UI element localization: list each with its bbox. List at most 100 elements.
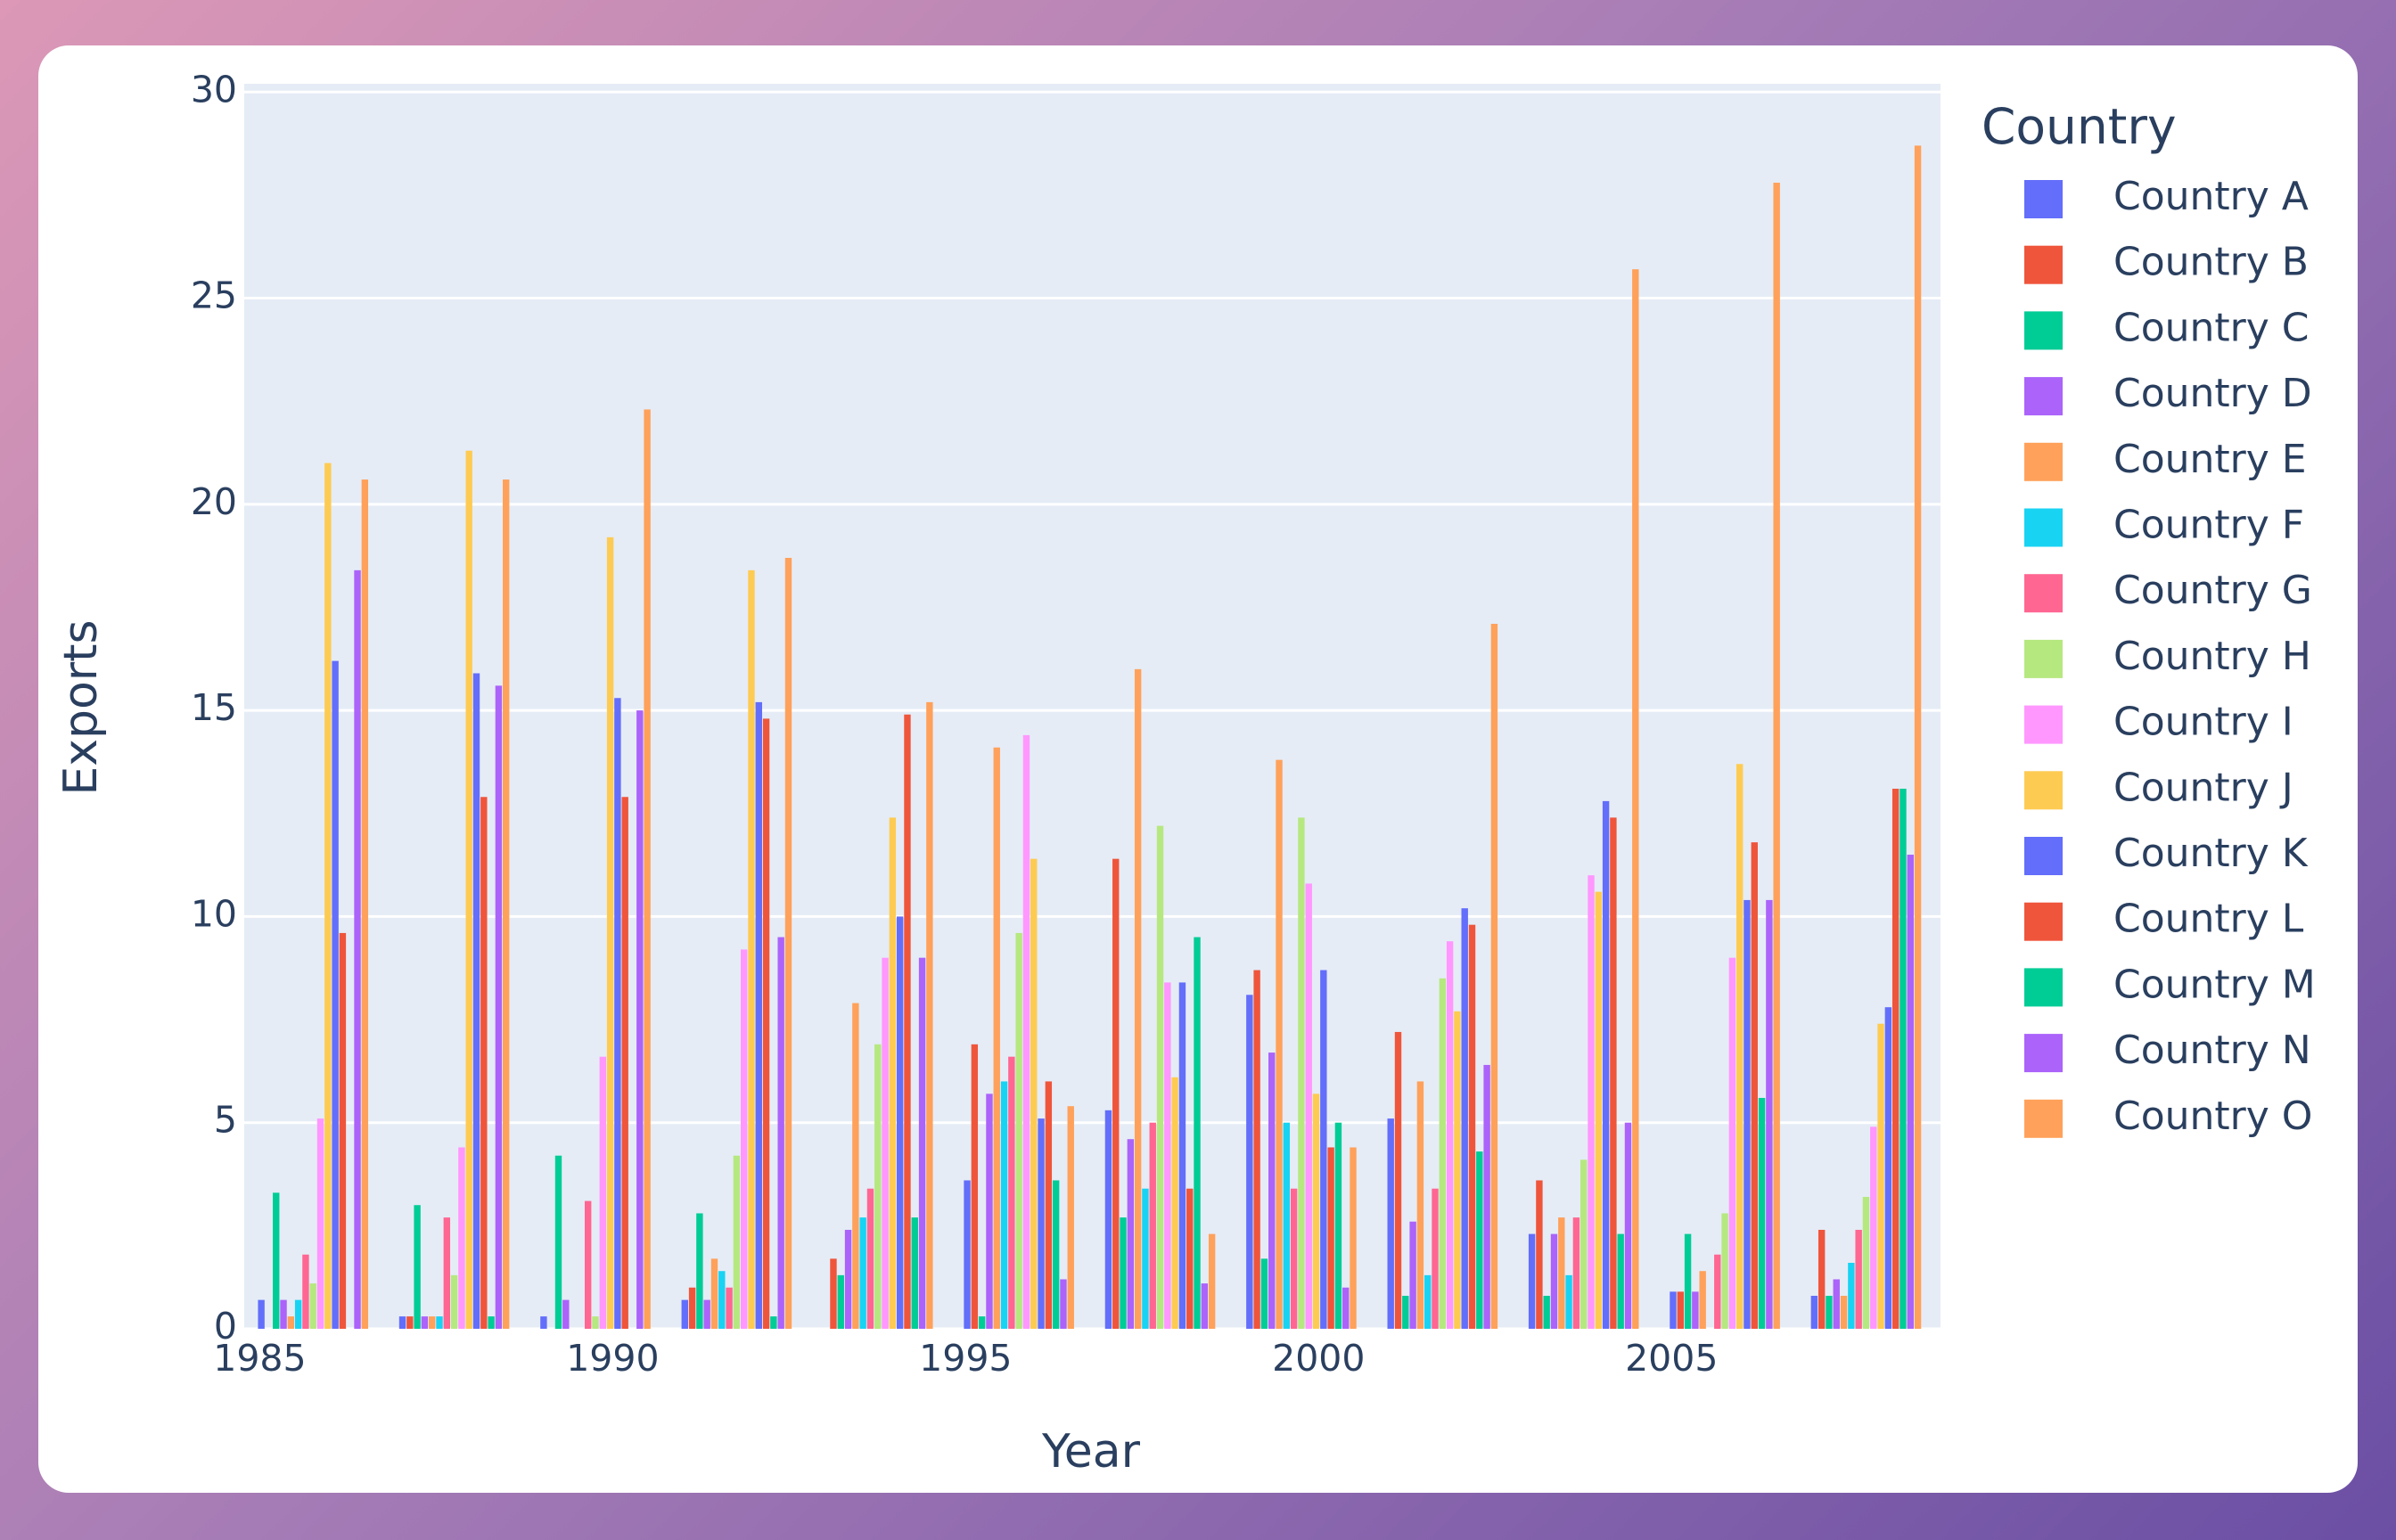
bar <box>1186 1188 1194 1329</box>
legend-label[interactable]: Country I <box>2113 700 2293 745</box>
bar <box>1416 1081 1424 1329</box>
legend-label[interactable]: Country A <box>2113 174 2309 219</box>
bar <box>1432 1188 1439 1329</box>
bar <box>1677 1291 1684 1329</box>
bar <box>1751 842 1758 1329</box>
bar <box>1000 1081 1008 1329</box>
bar <box>1610 817 1617 1329</box>
bar <box>918 957 926 1329</box>
legend-label[interactable]: Country G <box>2113 568 2312 613</box>
legend-swatch[interactable] <box>2024 311 2063 350</box>
bar <box>332 660 339 1329</box>
bar <box>316 1118 324 1329</box>
legend-swatch[interactable] <box>2024 968 2063 1007</box>
bar <box>398 1316 406 1329</box>
bar <box>1127 1139 1135 1329</box>
bar <box>1030 858 1038 1329</box>
bar <box>1038 1118 1045 1329</box>
bar <box>339 932 347 1329</box>
legend-swatch[interactable] <box>2024 639 2063 678</box>
legend-swatch[interactable] <box>2024 902 2063 941</box>
bar <box>1104 1110 1112 1329</box>
legend-label[interactable]: Country O <box>2113 1094 2312 1139</box>
legend-swatch[interactable] <box>2024 1099 2063 1138</box>
bar <box>993 747 1000 1329</box>
bar <box>1870 1126 1877 1329</box>
bar <box>1818 1229 1826 1329</box>
legend-label[interactable]: Country C <box>2113 305 2310 350</box>
bar <box>718 1271 726 1329</box>
bar <box>1476 1151 1483 1329</box>
legend-swatch[interactable] <box>2024 1034 2063 1073</box>
x-tick-label: 2005 <box>1625 1337 1718 1380</box>
bar <box>1602 800 1610 1329</box>
bar <box>436 1316 443 1329</box>
legend-swatch[interactable] <box>2024 508 2063 547</box>
bar <box>1840 1295 1848 1329</box>
bar <box>644 409 651 1329</box>
bar <box>777 937 784 1329</box>
legend-swatch[interactable] <box>2024 705 2063 744</box>
bar <box>1022 734 1030 1329</box>
legend-label[interactable]: Country E <box>2113 437 2307 482</box>
legend-swatch[interactable] <box>2024 442 2063 481</box>
legend-label[interactable]: Country L <box>2113 897 2304 942</box>
bar <box>1290 1188 1298 1329</box>
legend-label[interactable]: Country K <box>2113 831 2309 876</box>
legend-label[interactable]: Country H <box>2113 634 2311 679</box>
legend-swatch[interactable] <box>2024 180 2063 218</box>
bar <box>1624 1122 1632 1329</box>
bar <box>986 1094 993 1329</box>
bar <box>1268 1053 1276 1329</box>
bar <box>1855 1229 1862 1329</box>
legend-swatch[interactable] <box>2024 574 2063 613</box>
legend-label[interactable]: Country B <box>2113 240 2309 285</box>
bar <box>755 701 762 1329</box>
bar <box>978 1316 986 1329</box>
bar <box>1558 1217 1565 1329</box>
y-tick-label: 0 <box>214 1305 237 1348</box>
legend-swatch[interactable] <box>2024 837 2063 875</box>
bar <box>258 1299 265 1329</box>
bar <box>1735 764 1744 1329</box>
bar <box>1156 825 1164 1329</box>
y-tick-label: 25 <box>191 274 237 317</box>
bar <box>1134 668 1142 1329</box>
legend-label[interactable]: Country F <box>2113 503 2304 548</box>
y-tick-label: 5 <box>214 1099 237 1142</box>
bar <box>926 701 933 1329</box>
bar <box>859 1217 866 1329</box>
x-tick-label: 1990 <box>566 1337 659 1380</box>
bar <box>748 569 755 1329</box>
legend-swatch[interactable] <box>2024 377 2063 416</box>
bar <box>784 557 792 1329</box>
legend-label[interactable]: Country D <box>2113 371 2312 416</box>
bar <box>472 673 480 1329</box>
bar <box>1595 891 1602 1329</box>
bar <box>443 1217 451 1329</box>
bar <box>1260 1258 1268 1329</box>
bar <box>1312 1094 1320 1329</box>
bar <box>503 479 510 1329</box>
bar <box>450 1274 458 1329</box>
bar <box>770 1316 777 1329</box>
legend-label[interactable]: Country M <box>2113 962 2316 1007</box>
bar <box>540 1316 547 1329</box>
bar <box>1439 978 1447 1329</box>
bar <box>1394 1031 1402 1329</box>
y-tick-label: 10 <box>191 892 237 935</box>
bar <box>1580 1159 1588 1329</box>
bar <box>1699 1271 1706 1329</box>
legend-swatch[interactable] <box>2024 245 2063 284</box>
bar <box>1528 1233 1536 1329</box>
bar <box>1468 924 1476 1329</box>
bar <box>584 1200 592 1329</box>
legend-label[interactable]: Country J <box>2113 765 2293 810</box>
bar <box>280 1299 287 1329</box>
bar <box>1914 145 1922 1329</box>
legend-swatch[interactable] <box>2024 771 2063 810</box>
legend-label[interactable]: Country N <box>2113 1028 2311 1073</box>
legend-title: Country <box>1982 98 2177 155</box>
